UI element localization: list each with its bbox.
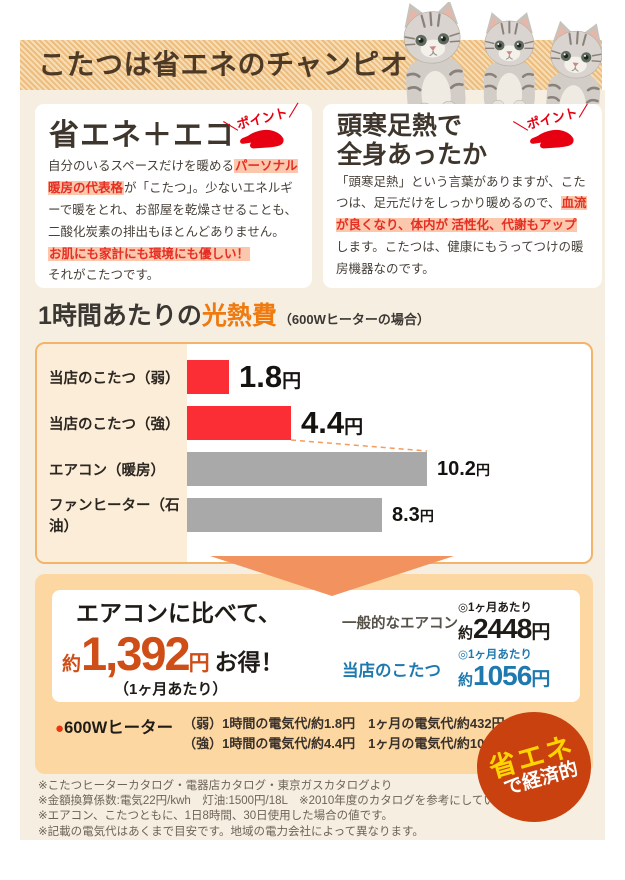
body-text: が「こたつ」。少ないエネルギーで暖をとれ、お部屋を乾燥させることも、二酸化炭素の…	[48, 180, 298, 239]
comparison-row-aircon: 一般的なエアコン ◎1ヶ月あたり 約2448円	[342, 602, 566, 643]
point-badge: ＼ポイント／	[510, 102, 594, 160]
footnote-line: ※記載の電気代はあくまで目安です。地域の電力会社によって異なります。	[38, 825, 424, 838]
down-arrow-icon	[210, 556, 454, 596]
title-line: 頭寒足熱で	[337, 112, 463, 140]
chart-label-column	[37, 344, 187, 562]
kittens-image	[399, 2, 607, 104]
chart-row: 当店のこたつ（強） 4.4円	[37, 405, 591, 440]
chart-bar	[187, 498, 382, 532]
heater-line: （強）1時間の電気代/約4.4円 1ヶ月の電気代/約1056円	[183, 736, 512, 752]
heater-line: （弱）1時間の電気代/約1.8円 1ヶ月の電気代/約432円	[183, 716, 505, 731]
savings-comparison: 一般的なエアコン ◎1ヶ月あたり 約2448円 当店のこたつ ◎1ヶ月あたり 約…	[342, 597, 566, 695]
savings-amount: 1,392	[81, 626, 191, 680]
approx-label: 約	[62, 653, 82, 675]
monthly-cost: 約1056円	[458, 659, 551, 691]
cost-bar-chart: 当店のこたつ（弱） 1.8円当店のこたつ（強） 4.4円エアコン（暖房） 10.2円フ…	[35, 342, 593, 564]
per-month-label: （1ヶ月あたり）	[114, 680, 228, 698]
chart-section-title: 1時間あたりの光熱費 （600Wヒーターの場合）	[38, 296, 430, 332]
page-title: こたつは省エネのチャンピオン！	[38, 49, 466, 80]
monthly-cost: 約2448円	[458, 613, 551, 645]
chart-rows: 当店のこたつ（弱） 1.8円当店のこたつ（強） 4.4円エアコン（暖房） 10.2円フ…	[37, 344, 591, 535]
body-text: それがこたつです。	[48, 268, 160, 283]
eco-card-body: 自分のいるスペースだけを暖めるパーソナル暖房の代表格が「こたつ」。少ないエネルギ…	[48, 156, 299, 287]
title-prefix: 1時間あたりの	[38, 302, 202, 330]
row-value: ◎1ヶ月あたり 約2448円	[458, 602, 566, 643]
footnote-line: ※こたつヒーターカタログ・電器店カタログ・東京ガスカタログより	[38, 780, 393, 792]
chart-value-label: 4.4円	[301, 405, 364, 440]
savings-left: エアコンに比べて、 約1,392円 お得！ （1ヶ月あたり）	[62, 594, 342, 699]
body-text: します。こたつは、健康にもうってつけの暖房機器なのです。	[336, 240, 584, 276]
advantage-label: お得！	[214, 648, 284, 675]
chart-value-label: 8.3円	[392, 503, 434, 526]
health-card-body: 「頭寒足熱」という言葉がありますが、こたつは、足元だけをしっかり暖めるので、血流…	[336, 172, 589, 281]
chart-value-label: 10.2円	[437, 457, 490, 480]
row-label: 一般的なエアコン	[342, 616, 458, 633]
heater-detail-lines: （弱）1時間の電気代/約1.8円 1ヶ月の電気代/約432円 （強）1時間の電気…	[183, 714, 512, 754]
content-area: 省エネ＋エコ ＼ポイント／ 自分のいるスペースだけを暖めるパーソナル暖房の代表格…	[20, 90, 605, 840]
bullet-icon: ●	[55, 720, 65, 737]
eco-card-title: 省エネ＋エコ	[49, 119, 235, 152]
chart-category-label: エアコン（暖房）	[49, 462, 165, 479]
heater-note: ●600Wヒーター （弱）1時間の電気代/約1.8円 1ヶ月の電気代/約432円…	[55, 714, 512, 754]
chart-category-label: ファンヒーター（石油）	[49, 498, 180, 535]
row-label: 当店のこたつ	[342, 662, 441, 681]
chart-row: 当店のこたつ（弱） 1.8円	[37, 359, 591, 394]
title-highlight: 光熱費	[201, 302, 277, 330]
highlight-text: お肌にも家計にも環境にも優しい！	[48, 246, 251, 261]
comparison-row-kotatsu: 当店のこたつ ◎1ヶ月あたり 約1056円	[342, 649, 566, 690]
point-badge: ＼ポイント／	[220, 102, 304, 160]
per-month-note: ◎1ヶ月あたり	[458, 602, 532, 615]
savings-summary: エアコンに比べて、 約1,392円 お得！ （1ヶ月あたり） 一般的なエアコン ◎…	[52, 590, 580, 702]
row-value: ◎1ヶ月あたり 約1056円	[458, 649, 566, 690]
economy-badge: 省エネ で経済的	[477, 712, 591, 822]
footnote-line: ※金額換算係数:電気22円/kwh 灯油:1500円/18L ※2010年度のカ…	[38, 795, 529, 808]
body-text: 自分のいるスペースだけを暖める	[48, 159, 235, 173]
title-line: 全身あったか	[337, 140, 488, 169]
chart-category-label: 当店のこたつ（強）	[49, 416, 180, 433]
chart-value-label: 1.8円	[239, 359, 302, 394]
footnotes: ※こたつヒーターカタログ・電器店カタログ・東京ガスカタログより ※金額換算係数:…	[38, 779, 528, 840]
heater-title: ●600Wヒーター	[55, 719, 174, 737]
chart-bar	[187, 452, 427, 486]
health-card-title: 頭寒足熱で 全身あったか	[337, 112, 602, 170]
chart-bar	[187, 406, 291, 440]
pointing-hand-icon	[530, 129, 574, 149]
body-text: 「頭寒足熱」という言葉がありますが、こたつは、足元だけをしっかり暖めるので、	[336, 174, 586, 211]
title-note: （600Wヒーターの場合）	[278, 312, 430, 327]
eco-card: 省エネ＋エコ ＼ポイント／ 自分のいるスペースだけを暖めるパーソナル暖房の代表格…	[35, 102, 312, 288]
savings-headline: エアコンに比べて、	[76, 599, 281, 626]
chart-category-label: 当店のこたつ（弱）	[49, 370, 180, 387]
pointing-hand-icon	[240, 129, 284, 149]
chart-bar	[187, 360, 229, 394]
per-month-note: ◎1ヶ月あたり	[458, 648, 532, 661]
economy-badge-text: 省エネ で経済的	[485, 731, 583, 802]
savings-amount-line: 約1,392円 お得！	[62, 630, 342, 677]
chart-row: ファンヒーター（石油） 8.3円	[37, 498, 591, 535]
yen-label: 円	[188, 651, 210, 675]
footnote-line: ※エアコン、こたつともに、1日8時間、30日使用した場合の値です。	[38, 810, 394, 823]
chart-row: エアコン（暖房） 10.2円	[37, 452, 591, 486]
health-card: 頭寒足熱で 全身あったか ＼ポイント／ 「頭寒足熱」という言葉がありますが、こたつ…	[323, 102, 602, 288]
